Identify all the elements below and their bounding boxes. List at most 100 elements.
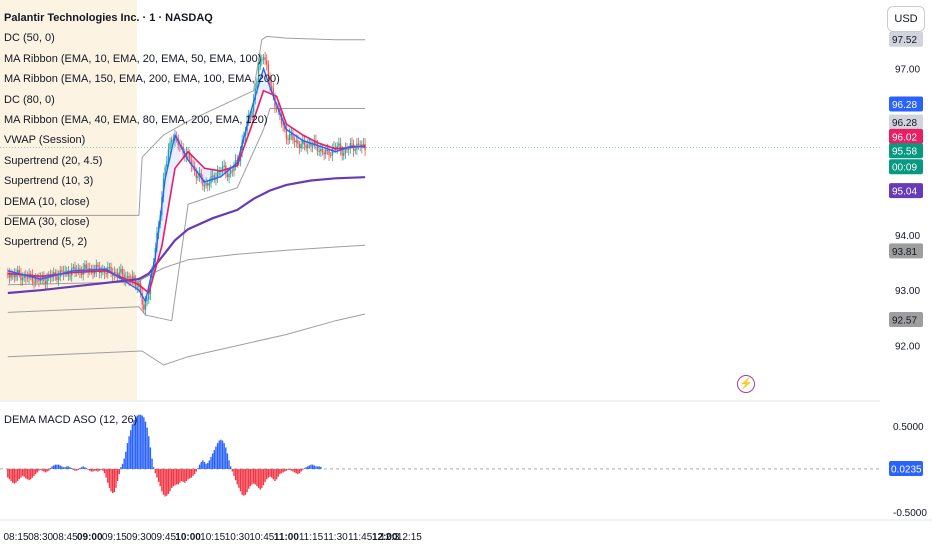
price-badge[interactable] (889, 128, 923, 144)
time-tick: 11:30 (323, 532, 348, 543)
price-badge[interactable] (889, 243, 923, 259)
macd-bar (170, 468, 173, 488)
candle-body (290, 133, 293, 135)
macd-bar (182, 468, 184, 482)
macd-bar (195, 468, 197, 472)
lightning-icon[interactable]: ⚡ (737, 375, 755, 393)
time-tick: 09:15 (102, 532, 127, 543)
macd-bar (74, 468, 76, 471)
candle-body (166, 161, 168, 168)
macd-bar (313, 465, 315, 469)
macd-bar (56, 464, 58, 469)
candle-body (264, 57, 266, 61)
candle-body (56, 274, 58, 281)
time-tick: 12:15 (397, 532, 422, 543)
macd-bar (151, 458, 153, 469)
candle-body (336, 145, 338, 149)
vwap-line (7, 176, 366, 295)
candle-body (148, 294, 150, 300)
candle-body (85, 264, 88, 269)
macd-bar (38, 468, 40, 471)
candle-body (110, 266, 112, 274)
macd-bar (292, 468, 294, 472)
candle-body (30, 273, 32, 275)
macd-bar (315, 466, 317, 469)
price-badge[interactable] (889, 96, 923, 112)
candle-body (116, 273, 119, 277)
macd-bar (320, 466, 322, 469)
macd-bar (57, 464, 60, 469)
candle-body (329, 155, 332, 157)
price-badge-label: 96.02 (892, 132, 917, 143)
price-badge[interactable] (889, 159, 923, 175)
price-axis-tick: 93.00 (895, 286, 920, 297)
macd-bar (134, 417, 137, 469)
macd-bar (161, 468, 163, 492)
candle-body (295, 140, 297, 143)
macd-bar (225, 447, 227, 469)
macd-bar (264, 468, 266, 482)
macd-bar (75, 468, 78, 471)
macd-last-badge[interactable] (889, 460, 923, 476)
price-badge[interactable] (889, 312, 923, 328)
macd-bar (128, 436, 130, 469)
candle-body (316, 143, 319, 152)
price-badge[interactable] (889, 143, 923, 159)
candle-body (126, 276, 129, 278)
macd-bar (259, 468, 261, 490)
macd-bar (177, 468, 179, 485)
candle-body (77, 268, 79, 272)
candle-body (326, 149, 329, 151)
candle-body (97, 264, 99, 268)
subpane-title[interactable]: DEMA MACD ASO (12, 26) (4, 414, 138, 426)
macd-bar (52, 465, 55, 469)
macd-bar (243, 468, 245, 496)
macd-bar (215, 446, 217, 469)
dema-fast-line (7, 66, 366, 304)
macd-bar (131, 424, 134, 469)
time-tick: 11:15 (299, 532, 324, 543)
macd-bar (138, 414, 140, 469)
candle-body (90, 268, 93, 270)
macd-bar (308, 465, 311, 469)
candle-body (16, 269, 19, 275)
macd-bar (31, 468, 34, 478)
currency-button[interactable]: USD (887, 6, 925, 32)
macd-bar (190, 468, 193, 478)
candle-body (131, 276, 134, 281)
macd-bar (252, 468, 255, 484)
macd-bar (16, 468, 19, 482)
candle-body (334, 146, 337, 149)
candle-body (197, 176, 199, 179)
macd-bar (111, 468, 114, 494)
price-badge[interactable] (889, 183, 923, 199)
price-badge-label: 96.28 (892, 118, 917, 129)
candle-body (23, 274, 25, 279)
candle-body (189, 152, 191, 161)
candle-body (133, 276, 135, 280)
macd-bar (238, 468, 240, 488)
candle-body (339, 143, 342, 150)
macd-bar (211, 453, 214, 469)
candle-body (318, 151, 320, 153)
candle-body (293, 140, 296, 143)
price-badge-label: 93.81 (892, 247, 917, 258)
macd-bar (305, 467, 307, 469)
macd-bar (54, 464, 57, 469)
price-badge[interactable] (889, 31, 923, 47)
macd-bar (169, 468, 171, 492)
candle-body (344, 148, 347, 153)
candle-body (313, 140, 315, 146)
candle-body (303, 140, 306, 145)
macd-bar (290, 468, 293, 471)
macd-bar (254, 468, 256, 485)
candle-body (257, 67, 260, 81)
candle-body (51, 276, 53, 278)
macd-bar (44, 468, 47, 473)
macd-bar (33, 468, 35, 476)
macd-bar (223, 443, 225, 469)
candle-body (308, 143, 311, 145)
macd-bar (87, 468, 89, 470)
price-badge[interactable] (889, 114, 923, 130)
